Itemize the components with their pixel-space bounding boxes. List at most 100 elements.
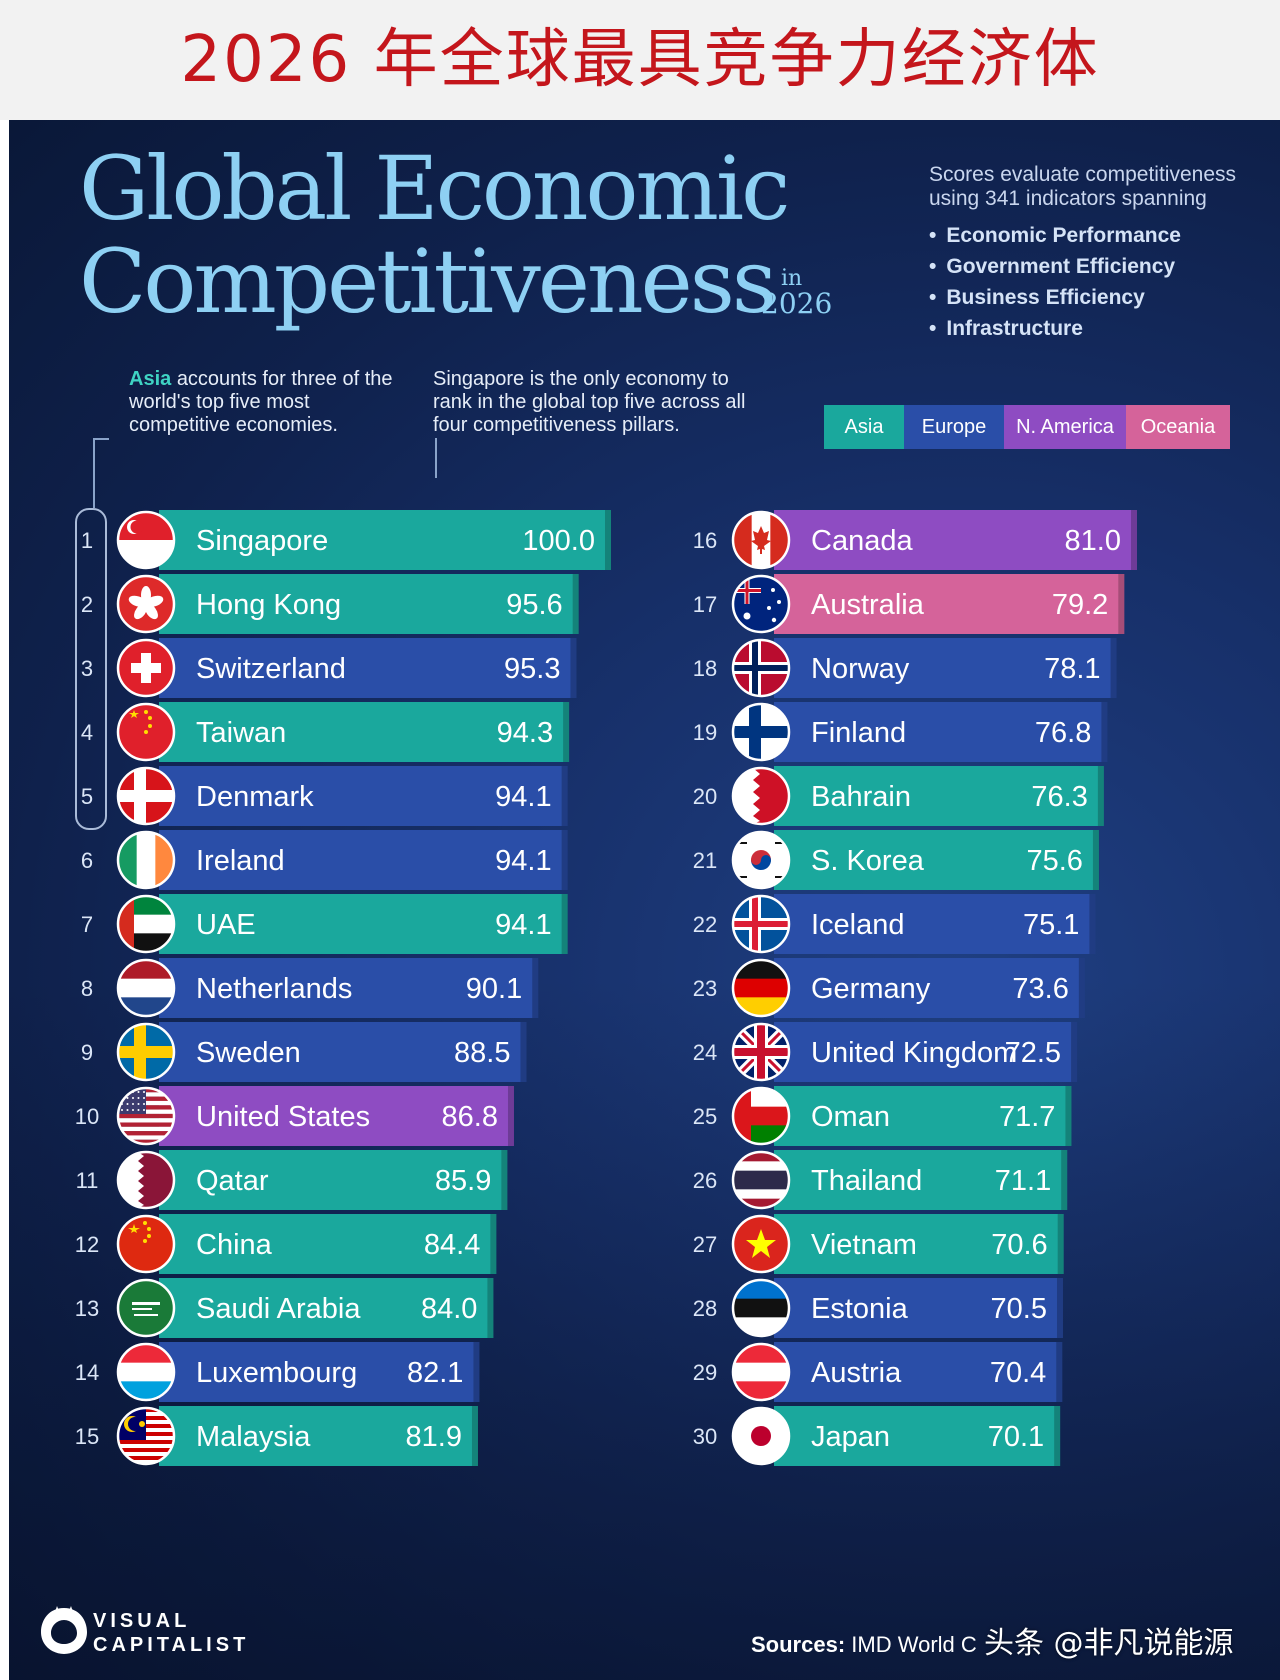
score-label: 85.9 <box>435 1165 491 1197</box>
country-label: Qatar <box>196 1165 269 1197</box>
bar-edge-shadow <box>570 638 577 698</box>
rank-label: 4 <box>81 720 93 745</box>
country-label: United States <box>196 1101 370 1133</box>
bar-hong-kong <box>159 574 579 634</box>
bar-edge-shadow <box>1057 1214 1064 1274</box>
asia-note-connector <box>93 438 109 508</box>
country-label: Thailand <box>811 1165 922 1197</box>
bar-edge-shadow <box>1131 510 1137 570</box>
rank-label: 29 <box>693 1360 717 1385</box>
bar-edge-shadow <box>473 1342 480 1402</box>
score-label: 71.7 <box>999 1101 1055 1133</box>
bar-edge-shadow <box>1054 1406 1061 1466</box>
bar-edge-shadow <box>1110 638 1117 698</box>
bar-saudi-arabia <box>159 1278 494 1338</box>
asia-note-text: accounts for three of the world's top fi… <box>129 368 393 436</box>
legend-north-america: N. America <box>1004 405 1126 449</box>
bar-edge-shadow <box>1071 1022 1078 1082</box>
rank-label: 11 <box>76 1168 99 1193</box>
rank-label: 9 <box>81 1040 93 1065</box>
bar-edge-shadow <box>1118 574 1125 634</box>
rank-label: 21 <box>693 848 717 873</box>
bar-switzerland <box>159 638 577 698</box>
bahrain-flag-icon <box>731 766 791 826</box>
iceland-flag-icon <box>731 894 791 954</box>
singapore-note: Singapore is the only economy to rank in… <box>433 368 746 436</box>
finland-flag-icon <box>731 702 791 762</box>
rank-label: 7 <box>81 912 93 937</box>
luxembourg-flag-icon <box>116 1342 176 1402</box>
bar-finland <box>774 702 1108 762</box>
score-label: 94.1 <box>495 781 551 813</box>
rank-label: 2 <box>81 592 93 617</box>
country-label: Netherlands <box>196 973 352 1005</box>
intro-text: Scores evaluate competitiveness using 34… <box>929 163 1236 210</box>
rank-label: 15 <box>75 1424 99 1449</box>
top-five-bracket <box>75 508 107 830</box>
bar-edge-shadow <box>1065 1086 1072 1146</box>
rank-label: 10 <box>75 1104 99 1129</box>
country-label: Denmark <box>196 781 314 813</box>
score-label: 86.8 <box>442 1101 498 1133</box>
rank-label: 5 <box>81 784 93 809</box>
oman-flag-icon <box>731 1086 791 1146</box>
bar-china <box>159 1214 497 1274</box>
malaysia-flag-icon <box>116 1406 176 1466</box>
pillar-item: Economic Performance <box>929 220 1181 251</box>
sweden-flag-icon <box>116 1022 176 1082</box>
bar-bahrain <box>774 766 1104 826</box>
country-label: Estonia <box>811 1293 909 1325</box>
canada-flag-icon <box>731 510 791 570</box>
country-label: Oman <box>811 1101 890 1133</box>
germany-flag-icon <box>731 958 791 1018</box>
country-label: Ireland <box>196 845 285 877</box>
rank-label: 19 <box>693 720 717 745</box>
bar-edge-shadow <box>520 1022 527 1082</box>
bar-edge-shadow <box>572 574 579 634</box>
country-label: Canada <box>811 525 913 557</box>
heading-year: in 2026 <box>761 268 832 318</box>
score-label: 95.3 <box>504 653 560 685</box>
bar-denmark <box>159 766 568 826</box>
score-label: 76.3 <box>1031 781 1087 813</box>
score-label: 94.1 <box>495 845 551 877</box>
heading-line2: Competitiveness <box>79 230 777 333</box>
thailand-flag-icon <box>731 1150 791 1210</box>
score-label: 81.0 <box>1065 525 1121 557</box>
bar-sweden <box>159 1022 527 1082</box>
bar-uae <box>159 894 568 954</box>
saudi-arabia-flag-icon <box>116 1278 176 1338</box>
bar-oman <box>774 1086 1072 1146</box>
bar-germany <box>774 958 1085 1018</box>
rank-label: 17 <box>693 592 717 617</box>
rank-label: 6 <box>81 848 93 873</box>
bar-edge-shadow <box>1078 958 1085 1018</box>
rank-label: 30 <box>693 1424 717 1449</box>
australia-flag-icon <box>731 574 791 634</box>
rank-label: 24 <box>693 1040 717 1065</box>
bar-edge-shadow <box>563 702 570 762</box>
score-label: 82.1 <box>407 1357 463 1389</box>
country-label: Saudi Arabia <box>196 1293 361 1325</box>
bar-edge-shadow <box>1061 1150 1068 1210</box>
bar-edge-shadow <box>1056 1342 1063 1402</box>
switzerland-flag-icon <box>116 638 176 698</box>
bar-malaysia <box>159 1406 478 1466</box>
pillar-item: Business Efficiency <box>929 282 1181 313</box>
country-label: Germany <box>811 973 931 1005</box>
country-label: Iceland <box>811 909 905 941</box>
score-label: 75.1 <box>1023 909 1079 941</box>
score-label: 73.6 <box>1012 973 1068 1005</box>
heading-year-number: 2026 <box>761 287 833 320</box>
rank-label: 27 <box>693 1232 717 1257</box>
score-label: 84.0 <box>421 1293 477 1325</box>
country-label: S. Korea <box>811 845 925 877</box>
bar-edge-shadow <box>561 830 568 890</box>
country-label: Hong Kong <box>196 589 341 621</box>
bar-japan <box>774 1406 1061 1466</box>
watermark: 头条 @非凡说能源 <box>984 1626 1234 1661</box>
rank-label: 12 <box>75 1232 99 1257</box>
bar-thailand <box>774 1150 1068 1210</box>
norway-flag-icon <box>731 638 791 698</box>
rank-label: 13 <box>75 1296 99 1321</box>
